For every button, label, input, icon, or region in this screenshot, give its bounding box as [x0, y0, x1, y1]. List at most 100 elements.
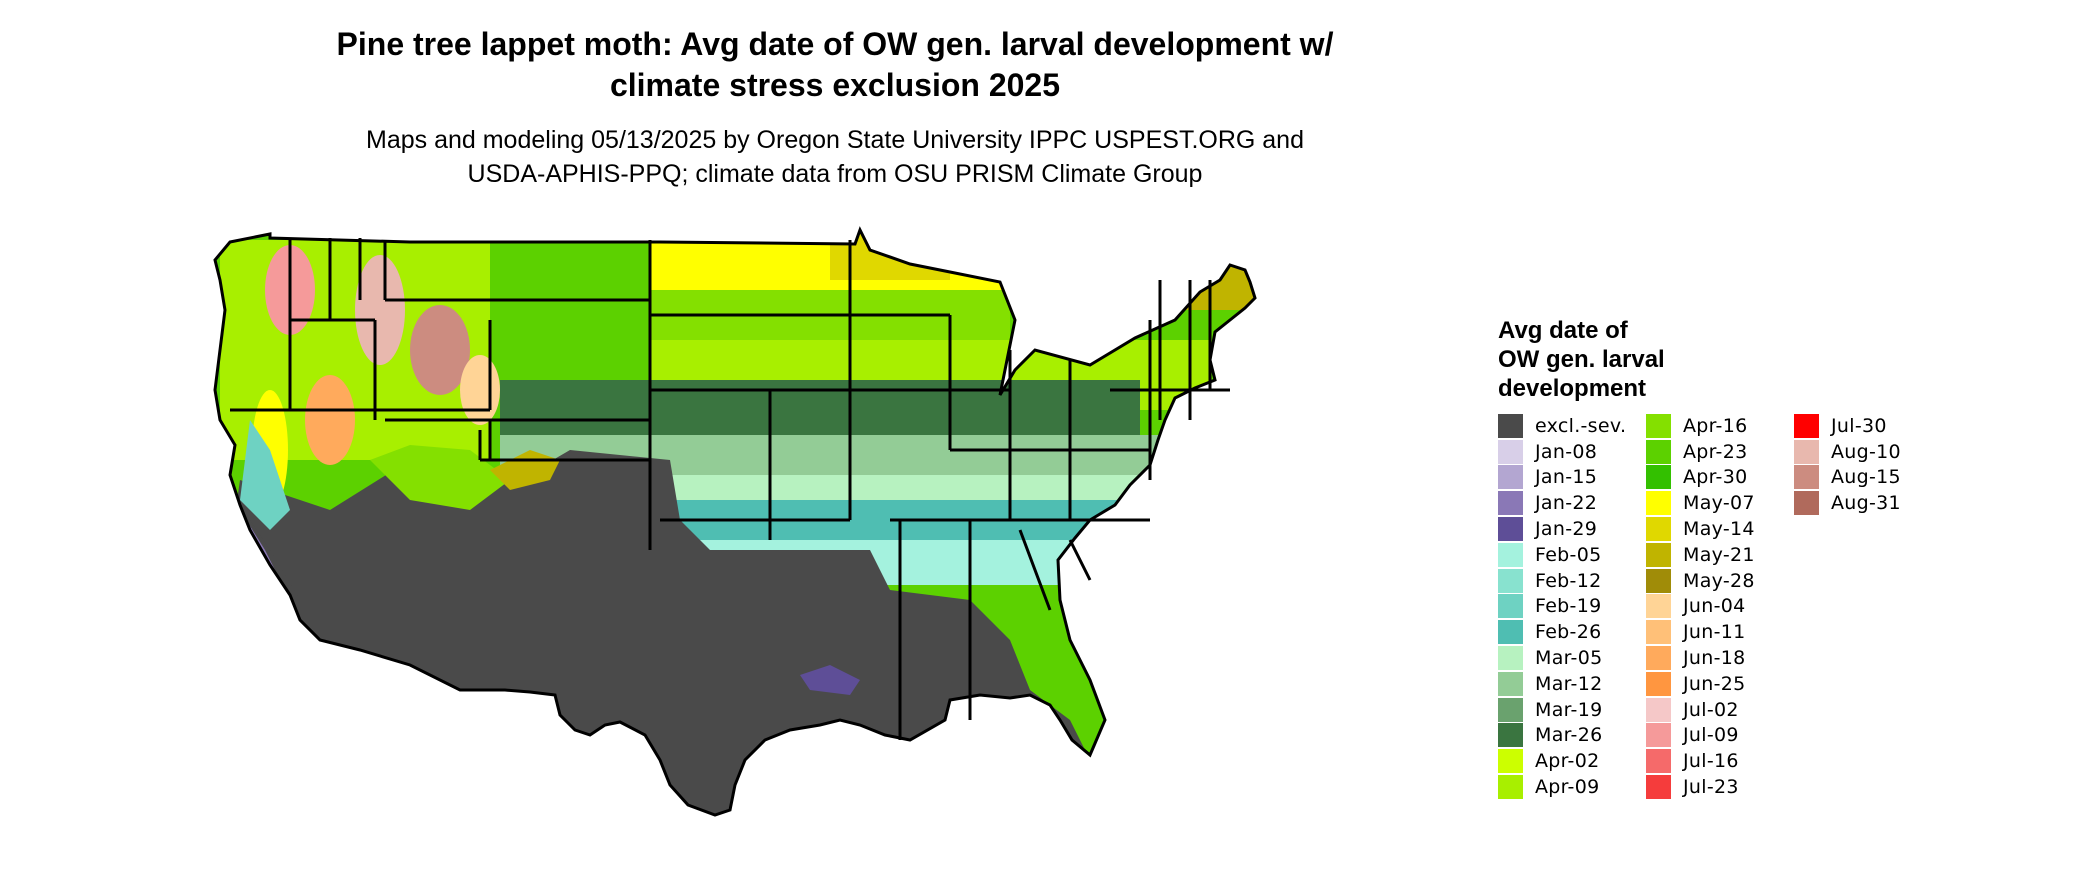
legend-swatch [1646, 620, 1671, 645]
legend-label: Jun-04 [1683, 595, 1746, 618]
legend-label: Aug-15 [1831, 466, 1901, 489]
legend-title: Avg date of OW gen. larval development [1498, 316, 1942, 403]
climate-zones [215, 230, 1255, 815]
legend-item: Jan-08 [1498, 439, 1646, 465]
legend-label: May-07 [1683, 492, 1755, 515]
legend-label: Mar-05 [1535, 647, 1603, 670]
legend-swatch [1646, 439, 1671, 464]
legend-swatch [1646, 542, 1671, 567]
legend-item: Jul-02 [1646, 697, 1794, 723]
legend-item: Aug-15 [1794, 465, 1942, 491]
legend-swatch [1646, 646, 1671, 671]
legend-item: May-14 [1646, 516, 1794, 542]
legend-swatch [1646, 594, 1671, 619]
legend-item: Jun-25 [1646, 671, 1794, 697]
legend-item: Mar-12 [1498, 671, 1646, 697]
legend-swatch [1646, 568, 1671, 593]
legend-label: Aug-10 [1831, 440, 1901, 463]
legend-swatch [1646, 671, 1671, 696]
legend-item: Feb-19 [1498, 594, 1646, 620]
legend-label: Mar-12 [1535, 672, 1603, 695]
legend-swatch [1498, 491, 1523, 516]
legend: Avg date of OW gen. larval development e… [1498, 316, 1942, 800]
legend-item: Jul-30 [1794, 413, 1942, 439]
legend-label: May-14 [1683, 518, 1755, 541]
legend-item: May-21 [1646, 542, 1794, 568]
legend-label: Apr-02 [1535, 750, 1600, 773]
legend-swatch [1498, 646, 1523, 671]
legend-swatch [1646, 697, 1671, 722]
legend-title-line-3: development [1498, 375, 1647, 402]
legend-label: Jun-11 [1683, 621, 1746, 644]
legend-item: Apr-30 [1646, 465, 1794, 491]
legend-item: Mar-26 [1498, 723, 1646, 749]
legend-label: Aug-31 [1831, 492, 1901, 515]
legend-item: Jul-09 [1646, 723, 1794, 749]
legend-columns: excl.-sev. Jan-08 Jan-15 Jan-22 Jan-29 Feb-05… [1498, 413, 1942, 800]
legend-swatch [1498, 439, 1523, 464]
legend-label: Mar-26 [1535, 724, 1603, 747]
legend-swatch [1498, 517, 1523, 542]
legend-item: Jan-22 [1498, 490, 1646, 516]
legend-label: Jun-18 [1683, 647, 1746, 670]
legend-item: Aug-31 [1794, 490, 1942, 516]
legend-swatch [1498, 413, 1523, 438]
legend-label: Jan-15 [1535, 466, 1598, 489]
legend-item: Aug-10 [1794, 439, 1942, 465]
legend-swatch [1498, 594, 1523, 619]
legend-item: Mar-19 [1498, 697, 1646, 723]
legend-label: Jul-30 [1831, 414, 1887, 437]
map-title-line-2: climate stress exclusion 2025 [609, 67, 1061, 103]
legend-swatch [1646, 749, 1671, 774]
legend-item: Jul-23 [1646, 774, 1794, 800]
legend-label: Jul-23 [1683, 776, 1739, 799]
legend-title-line-1: Avg date of [1498, 317, 1628, 344]
map-subtitle: Maps and modeling 05/13/2025 by Oregon S… [170, 123, 1500, 191]
legend-swatch [1646, 491, 1671, 516]
legend-swatch [1646, 517, 1671, 542]
legend-item: May-28 [1646, 568, 1794, 594]
legend-swatch [1498, 620, 1523, 645]
legend-item: Jan-15 [1498, 465, 1646, 491]
legend-title-line-2: OW gen. larval [1498, 346, 1665, 373]
legend-label: Apr-23 [1683, 440, 1748, 463]
legend-label: May-21 [1683, 543, 1755, 566]
legend-item: Apr-09 [1498, 774, 1646, 800]
legend-swatch [1498, 749, 1523, 774]
legend-label: Feb-12 [1535, 569, 1602, 592]
map-title: Pine tree lappet moth: Avg date of OW ge… [170, 24, 1500, 106]
legend-label: Mar-19 [1535, 698, 1603, 721]
legend-label: Jul-16 [1683, 750, 1739, 773]
legend-item: Apr-02 [1498, 748, 1646, 774]
state-borders [213, 228, 1257, 817]
legend-column: Jul-30 Aug-10 Aug-15 Aug-31 [1794, 413, 1942, 800]
legend-item: Jun-18 [1646, 645, 1794, 671]
legend-swatch [1498, 568, 1523, 593]
map-subtitle-line-1: Maps and modeling 05/13/2025 by Oregon S… [366, 126, 1304, 154]
legend-swatch [1498, 542, 1523, 567]
legend-label: Feb-26 [1535, 621, 1602, 644]
legend-swatch [1794, 491, 1819, 516]
legend-label: Apr-09 [1535, 776, 1600, 799]
legend-swatch [1498, 465, 1523, 490]
legend-swatch [1646, 465, 1671, 490]
legend-swatch [1646, 723, 1671, 748]
legend-label: Feb-05 [1535, 543, 1602, 566]
legend-swatch [1498, 697, 1523, 722]
legend-item: Mar-05 [1498, 645, 1646, 671]
legend-item: Jun-04 [1646, 594, 1794, 620]
legend-item: Apr-16 [1646, 413, 1794, 439]
legend-label: Jan-29 [1535, 518, 1598, 541]
legend-label: Jul-09 [1683, 724, 1739, 747]
legend-swatch [1646, 413, 1671, 438]
legend-label: excl.-sev. [1535, 414, 1627, 437]
legend-label: Apr-30 [1683, 466, 1748, 489]
legend-column: excl.-sev. Jan-08 Jan-15 Jan-22 Jan-29 Feb-05… [1498, 413, 1646, 800]
legend-item: excl.-sev. [1498, 413, 1646, 439]
legend-label: Apr-16 [1683, 414, 1748, 437]
legend-swatch [1646, 775, 1671, 800]
legend-swatch [1498, 775, 1523, 800]
legend-swatch [1794, 413, 1819, 438]
legend-swatch [1794, 465, 1819, 490]
legend-item: Feb-26 [1498, 619, 1646, 645]
